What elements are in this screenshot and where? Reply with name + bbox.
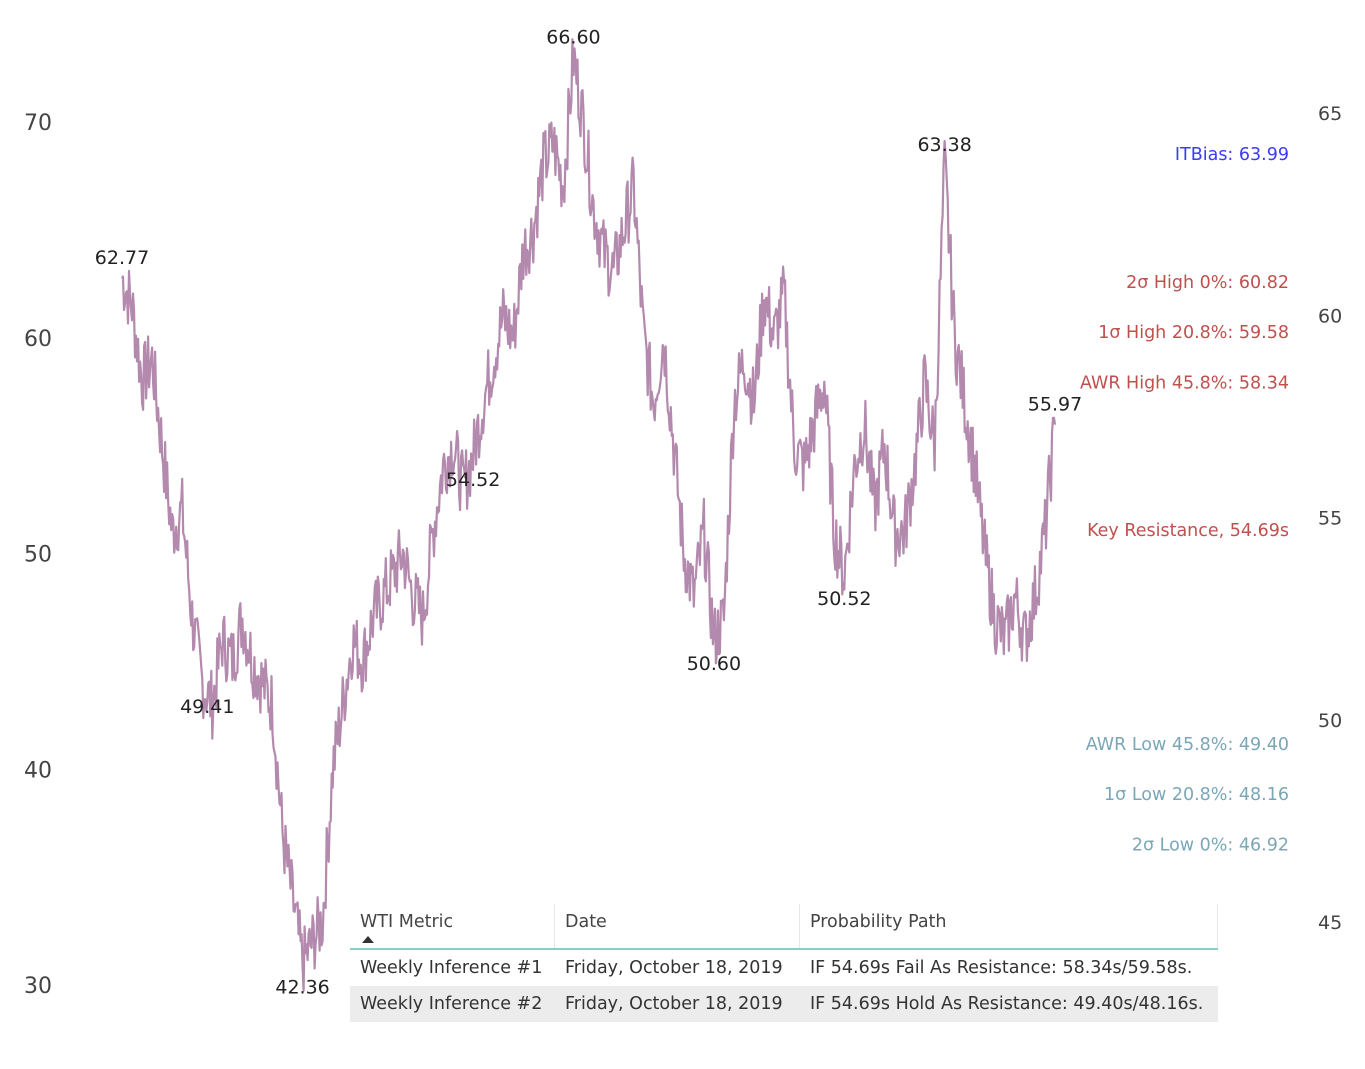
peak-value-label: 50.60 (687, 653, 741, 675)
cell-probability-path: IF 54.69s Fail As Resistance: 58.34s/59.… (810, 958, 1193, 978)
cell-metric: Weekly Inference #2 (360, 994, 543, 1014)
table-row[interactable]: Weekly Inference #1 Friday, October 18, … (350, 950, 1218, 986)
peak-value-label: 62.77 (95, 247, 149, 269)
inference-table: WTI Metric Date Probability Path Weekly … (350, 904, 1218, 1022)
price-series-line (121, 38, 1057, 992)
level-label: 2σ High 0%: 60.82 (1126, 273, 1289, 293)
peak-value-label: 63.38 (917, 134, 971, 156)
level-label: Key Resistance, 54.69s (1087, 521, 1289, 541)
peak-value-label: 50.52 (817, 588, 871, 610)
peak-value-label: 55.97 (1028, 394, 1082, 416)
left-axis-tick-label: 30 (24, 974, 52, 999)
peak-value-label: 66.60 (546, 26, 600, 48)
level-label: 1σ Low 20.8%: 48.16 (1104, 785, 1289, 805)
sort-ascending-icon[interactable] (362, 936, 374, 943)
level-label: AWR High 45.8%: 58.34 (1080, 373, 1289, 393)
table-row[interactable]: Weekly Inference #2 Friday, October 18, … (350, 986, 1218, 1022)
peak-value-label: 49.41 (180, 696, 234, 718)
peak-value-label: 42.36 (275, 976, 329, 998)
right-axis-tick-label: 45 (1318, 912, 1342, 934)
left-axis-tick-label: 50 (24, 543, 52, 568)
level-label: 2σ Low 0%: 46.92 (1132, 835, 1289, 855)
level-label: 1σ High 20.8%: 59.58 (1098, 323, 1289, 343)
left-axis-tick-label: 70 (24, 111, 52, 136)
peak-value-label: 54.52 (446, 469, 500, 491)
left-axis-tick-label: 40 (24, 758, 52, 783)
left-axis-tick-label: 60 (24, 327, 52, 352)
right-axis-tick-label: 65 (1318, 103, 1342, 125)
cell-metric: Weekly Inference #1 (360, 958, 543, 978)
right-axis-tick-label: 50 (1318, 710, 1342, 732)
column-header-date[interactable]: Date (555, 904, 800, 948)
column-header-probability-path[interactable]: Probability Path (800, 904, 1218, 948)
level-label: AWR Low 45.8%: 49.40 (1086, 735, 1289, 755)
right-axis-tick-label: 60 (1318, 305, 1342, 327)
table-header: WTI Metric Date Probability Path (350, 904, 1218, 950)
cell-date: Friday, October 18, 2019 (565, 958, 783, 978)
cell-probability-path: IF 54.69s Hold As Resistance: 49.40s/48.… (810, 994, 1204, 1014)
level-label: ITBias: 63.99 (1175, 145, 1289, 165)
cell-date: Friday, October 18, 2019 (565, 994, 783, 1014)
right-axis-tick-label: 55 (1318, 508, 1342, 530)
column-header-metric[interactable]: WTI Metric (350, 904, 555, 948)
